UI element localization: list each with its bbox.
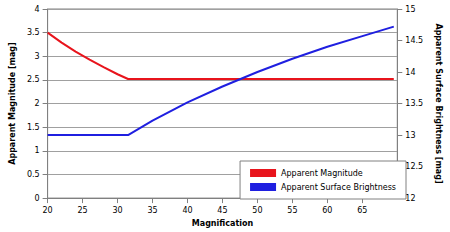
svg-text:25: 25 — [77, 206, 87, 215]
svg-text:1: 1 — [35, 146, 40, 155]
svg-text:4: 4 — [35, 5, 40, 14]
svg-text:0.5: 0.5 — [27, 170, 40, 179]
svg-text:50: 50 — [252, 206, 262, 215]
svg-text:60: 60 — [322, 206, 332, 215]
svg-text:Apparent Magnitude: Apparent Magnitude — [281, 169, 363, 178]
svg-text:45: 45 — [217, 206, 227, 215]
svg-text:Magnification: Magnification — [192, 219, 254, 228]
svg-text:30: 30 — [112, 206, 122, 215]
svg-text:12: 12 — [405, 194, 415, 203]
svg-text:35: 35 — [147, 206, 157, 215]
svg-text:2: 2 — [35, 99, 40, 108]
svg-text:13: 13 — [405, 131, 415, 140]
svg-text:0: 0 — [35, 194, 40, 203]
svg-text:Apparent Surface Brightness: Apparent Surface Brightness — [281, 183, 396, 192]
svg-text:65: 65 — [357, 206, 367, 215]
svg-text:Apparent Surface Brightness [m: Apparent Surface Brightness [mag] — [434, 23, 443, 183]
svg-text:Apparent Magnitude [mag]: Apparent Magnitude [mag] — [8, 42, 17, 164]
svg-text:3: 3 — [35, 52, 40, 61]
svg-text:3.5: 3.5 — [27, 28, 40, 37]
svg-text:2.5: 2.5 — [27, 75, 40, 84]
svg-text:14.5: 14.5 — [405, 36, 423, 45]
svg-text:40: 40 — [182, 206, 192, 215]
svg-text:12.5: 12.5 — [405, 162, 423, 171]
svg-text:55: 55 — [287, 206, 297, 215]
svg-text:1.5: 1.5 — [27, 123, 40, 132]
svg-text:14: 14 — [405, 68, 415, 77]
svg-text:13.5: 13.5 — [405, 99, 423, 108]
svg-text:20: 20 — [43, 206, 53, 215]
svg-text:15: 15 — [405, 5, 415, 14]
